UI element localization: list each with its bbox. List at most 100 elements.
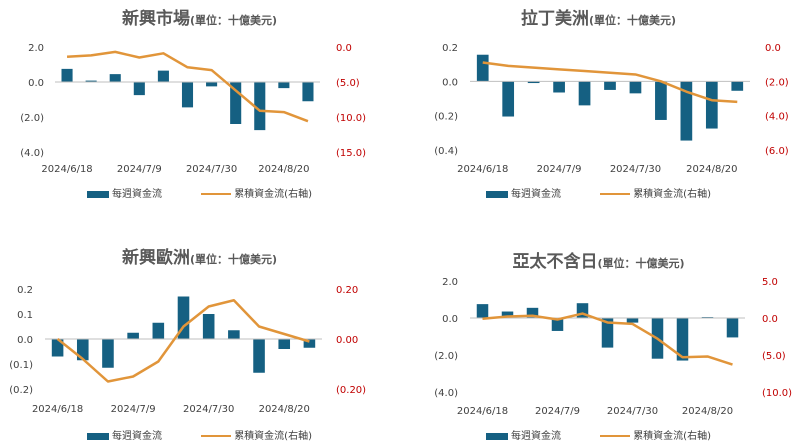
x-tick-label: 2024/8/20 (682, 406, 733, 417)
x-tick-label: 2024/7/30 (183, 404, 234, 415)
y2-tick-label: (2.0) (765, 77, 789, 88)
chart-title: 新興歐洲(單位：十億美元) (121, 248, 278, 268)
y2-tick-label: (15.0) (336, 148, 366, 159)
bar (127, 332, 139, 339)
legend-item-weekly-flow: 每週資金流 (486, 427, 561, 442)
chart-title: 新興市場(單位：十億美元) (121, 9, 278, 29)
legend-item-weekly-flow: 每週資金流 (87, 185, 162, 200)
y-tick-label: (2.0) (434, 351, 458, 362)
bar (61, 68, 73, 82)
x-tick-label: 2024/7/9 (537, 164, 582, 175)
legend-bar-swatch (87, 190, 109, 198)
x-tick-label: 2024/7/9 (111, 404, 156, 415)
y2-tick-label: (0.20) (336, 385, 366, 396)
cumulative-flow-line (56, 299, 310, 383)
bar (202, 314, 215, 339)
legend-item-weekly-flow: 每週資金流 (486, 185, 561, 200)
bar (157, 70, 169, 82)
cumulative-flow-line (482, 312, 733, 366)
y-tick-label: (2.0) (20, 113, 44, 124)
y2-tick-label: (4.0) (765, 112, 789, 123)
y-tick-label: (4.0) (20, 148, 44, 159)
y2-tick-label: 0.00 (336, 335, 358, 346)
y2-tick-label: 0.0 (762, 314, 778, 325)
chart-svg: 2.0 0.0 (2.0) (4.0) 0.0 (5.0) (10.0) (15.0) 2024… (20, 43, 366, 175)
bar (502, 81, 515, 117)
x-tick-label: 2024/6/18 (32, 404, 83, 415)
legend-bar-swatch (486, 432, 508, 440)
legend-line-swatch (201, 435, 232, 437)
y-tick-label: 0.0 (17, 335, 33, 346)
bar (705, 81, 718, 129)
bar (576, 303, 589, 318)
x-tick-label: 2024/6/18 (457, 406, 508, 417)
x-tick-label: 2024/7/9 (535, 406, 580, 417)
y-tick-label: (4.0) (434, 388, 458, 399)
bar (731, 81, 744, 91)
y2-tick-label: 0.20 (336, 285, 358, 296)
bar (501, 311, 514, 318)
legend-bar-swatch (486, 190, 508, 198)
y2-tick-label: (5.0) (336, 78, 360, 89)
bar (133, 82, 145, 96)
y-tick-label: 0.0 (28, 78, 44, 89)
bar (527, 81, 540, 84)
y-tick-label: (0.4) (434, 146, 458, 157)
y-tick-label: 0.1 (17, 310, 33, 321)
chart-svg: 0.2 0.0 (0.2) (0.4) 0.0 (2.0) (4.0) (6.0) 2024/6… (434, 43, 789, 175)
x-tick-label: 2024/6/18 (457, 164, 508, 175)
y2-tick-label: (6.0) (765, 146, 789, 157)
bar (76, 339, 89, 361)
x-tick-label: 2024/7/9 (117, 164, 162, 175)
bar (278, 339, 291, 349)
bar (278, 82, 290, 89)
legend-line-swatch (600, 435, 631, 437)
chart-legend: 每週資金流 累積資金流(右軸) (399, 427, 798, 442)
bar (604, 81, 616, 90)
legend-item-cumulative-flow: 累積資金流(右軸) (600, 427, 711, 442)
bar (181, 82, 194, 108)
y-tick-label: (0.2) (9, 385, 33, 396)
x-tick-label: 2024/6/18 (41, 164, 92, 175)
bar (152, 322, 165, 339)
x-tick-label: 2024/7/30 (186, 164, 237, 175)
bar (177, 296, 190, 339)
chart-svg: 0.2 0.1 0.0 (0.1) (0.2) 0.20 0.00 (0.20) 2024/6/… (9, 285, 366, 415)
bar (655, 81, 667, 120)
cumulative-flow-line (66, 50, 309, 123)
chart-panel-latin-america: 拉丁美洲(單位：十億美元) 0.2 0.0 (0.2) (0.4) 0.0 (2.0) (4… (399, 0, 798, 223)
y-tick-label: 0.2 (17, 285, 33, 296)
legend-bar-swatch (87, 432, 109, 440)
bar (476, 304, 489, 318)
chart-panel-emerging-europe: 新興歐洲(單位：十億美元) 0.2 0.1 0.0 (0.1) (0.2) 0.20 0.0… (0, 223, 399, 446)
chart-title: 亞太不含日(單位：十億美元) (512, 252, 685, 272)
bar (230, 82, 242, 124)
bar (51, 339, 64, 357)
bar (109, 74, 121, 82)
legend-line-swatch (600, 193, 631, 195)
bar (85, 80, 97, 82)
bar (629, 81, 642, 94)
bar (302, 82, 314, 102)
x-tick-label: 2024/7/30 (610, 164, 661, 175)
legend-item-weekly-flow: 每週資金流 (87, 427, 162, 442)
chart-legend: 每週資金流 累積資金流(右軸) (0, 185, 399, 200)
y2-tick-label: (10.0) (336, 113, 366, 124)
y-tick-label: 0.0 (442, 314, 458, 325)
chart-svg: 2.0 0.0 (2.0) (4.0) 5.0 0.0 (5.0) (10.0) 2024/6/… (434, 277, 792, 417)
y-tick-label: (0.1) (9, 360, 33, 371)
y-tick-label: 2.0 (28, 43, 44, 54)
x-tick-label: 2024/7/30 (607, 406, 658, 417)
chart-title: 拉丁美洲(單位：十億美元) (520, 9, 677, 29)
legend-item-cumulative-flow: 累積資金流(右軸) (201, 185, 312, 200)
y2-tick-label: 5.0 (762, 277, 778, 288)
y-tick-label: 0.0 (442, 77, 458, 88)
x-tick-label: 2024/8/20 (258, 164, 309, 175)
bar (206, 82, 218, 87)
bar (253, 339, 265, 373)
bar (102, 339, 114, 368)
cumulative-flow-line (482, 61, 738, 104)
legend-item-cumulative-flow: 累積資金流(右軸) (201, 427, 312, 442)
legend-item-cumulative-flow: 累積資金流(右軸) (600, 185, 711, 200)
bar (626, 318, 639, 323)
